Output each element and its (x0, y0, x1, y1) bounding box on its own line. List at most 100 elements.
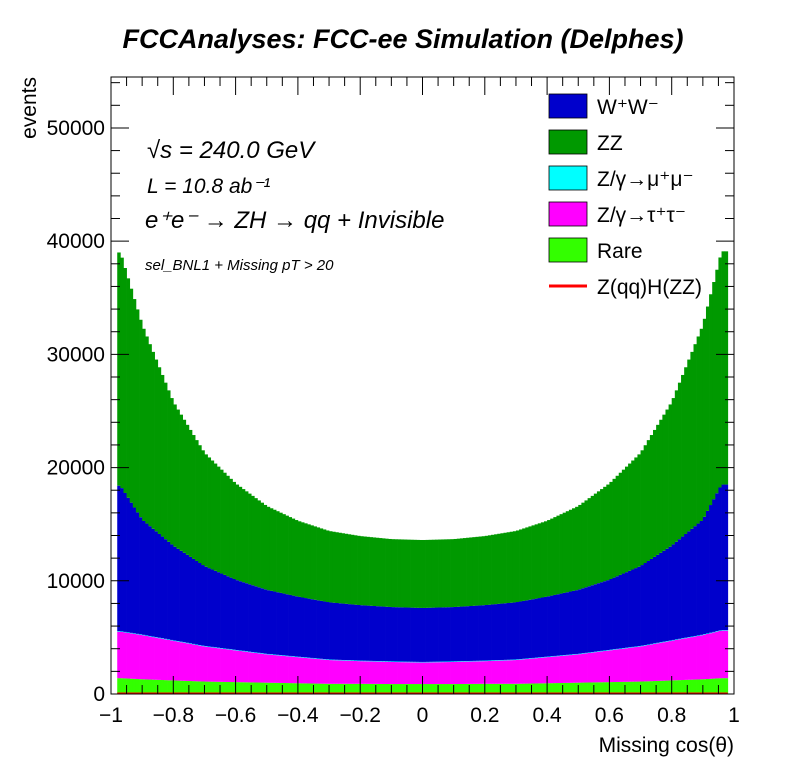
bar-1-71 (338, 660, 342, 684)
bar-0-138 (547, 683, 551, 694)
bar-4-156 (603, 486, 607, 582)
bar-2-27 (201, 645, 205, 647)
bar-0-174 (659, 680, 663, 694)
bar-2-22 (185, 642, 190, 644)
bar-2-84 (378, 661, 383, 662)
bar-0-146 (572, 682, 576, 694)
bar-3-167 (637, 566, 641, 647)
bar-3-136 (540, 597, 545, 658)
bar-4-183 (687, 359, 691, 532)
bar-3-165 (631, 569, 635, 647)
bar-4-126 (509, 531, 514, 603)
bar-3-18 (173, 546, 177, 641)
bar-4-121 (494, 534, 498, 605)
bar-0-36 (229, 682, 233, 694)
bar-2-116 (478, 660, 483, 662)
bar-0-55 (288, 683, 293, 694)
bar-2-55 (288, 655, 293, 657)
bar-3-100 (428, 607, 433, 662)
bar-0-86 (385, 684, 389, 694)
bar-1-26 (198, 645, 202, 682)
bar-1-93 (406, 662, 411, 685)
bar-4-38 (235, 484, 240, 581)
legend: W⁺W⁻ ZZ Z/γ→μ⁺μ⁻ Z/γ→τ⁺τ⁻ Rare Z(qq)H(ZZ) (548, 93, 702, 299)
bar-4-151 (587, 498, 592, 587)
bar-4-182 (684, 367, 688, 534)
bar-3-126 (509, 602, 514, 660)
bar-4-155 (600, 489, 604, 583)
bar-2-12 (154, 637, 159, 638)
bar-4-92 (403, 539, 408, 608)
bar-3-140 (553, 594, 557, 656)
bar-3-189 (705, 510, 710, 634)
bar-4-79 (363, 536, 367, 606)
bar-4-108 (453, 538, 458, 607)
bar-4-0 (117, 252, 121, 486)
bar-3-134 (534, 598, 539, 658)
bar-4-105 (444, 539, 448, 608)
bar-4-150 (584, 500, 588, 588)
bar-3-49 (269, 590, 274, 655)
bar-4-104 (441, 539, 445, 608)
bar-3-194 (721, 484, 726, 631)
bar-4-174 (659, 419, 663, 553)
bar-1-194 (721, 630, 726, 679)
y-tick-label-2: 20000 (47, 457, 105, 480)
bar-1-30 (210, 647, 215, 682)
bar-4-32 (216, 466, 221, 573)
bar-4-26 (198, 445, 202, 564)
bar-0-97 (419, 684, 423, 694)
bar-0-170 (646, 681, 651, 694)
bar-4-20 (179, 414, 183, 551)
bar-2-113 (469, 660, 473, 662)
bar-2-118 (484, 660, 489, 662)
bar-4-184 (690, 351, 694, 529)
bar-4-33 (220, 469, 224, 574)
bar-3-188 (702, 516, 707, 635)
bar-0-157 (606, 682, 610, 694)
legend-label-3: Z/γ→τ⁺τ⁻ (597, 204, 686, 227)
bar-2-195 (724, 630, 729, 631)
bar-4-44 (254, 498, 258, 587)
bar-1-138 (547, 657, 551, 684)
bar-4-29 (207, 457, 212, 569)
bar-0-8 (142, 679, 146, 694)
bar-1-156 (603, 651, 607, 683)
bar-0-50 (272, 682, 277, 694)
bar-2-171 (649, 643, 654, 645)
bar-0-93 (406, 684, 411, 694)
bar-1-17 (170, 640, 174, 681)
x-tick-label-4: −0.2 (339, 704, 380, 727)
bar-4-112 (466, 537, 470, 607)
bar-3-27 (201, 565, 205, 646)
bar-4-123 (500, 533, 504, 604)
bar-4-95 (413, 539, 417, 608)
bar-4-94 (410, 539, 414, 608)
bar-4-47 (263, 504, 268, 590)
legend-label-4: Rare (597, 240, 643, 263)
bar-0-195 (724, 678, 729, 694)
bar-2-143 (562, 655, 567, 656)
bar-2-92 (403, 661, 408, 663)
bar-1-90 (397, 662, 402, 685)
bar-2-26 (198, 645, 202, 646)
bar-4-99 (425, 539, 430, 608)
bar-2-72 (341, 659, 345, 661)
bar-1-22 (185, 643, 190, 681)
bar-4-177 (668, 404, 673, 547)
bar-1-97 (419, 662, 423, 685)
legend-label-5: Z(qq)H(ZZ) (597, 276, 702, 299)
bar-1-12 (154, 637, 159, 680)
bar-4-7 (139, 319, 143, 518)
bar-3-46 (260, 588, 264, 654)
bar-3-28 (204, 566, 208, 647)
bar-1-178 (671, 640, 676, 681)
bar-3-64 (316, 600, 321, 659)
bar-4-145 (568, 509, 573, 592)
bar-2-120 (491, 660, 495, 661)
bar-0-72 (341, 683, 345, 694)
bar-0-188 (702, 679, 707, 694)
bar-0-194 (721, 678, 726, 694)
bar-0-87 (388, 684, 392, 694)
